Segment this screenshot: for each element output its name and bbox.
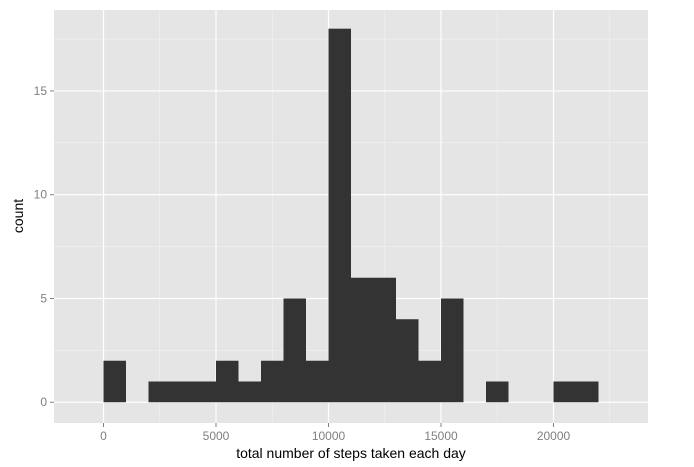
histogram-bar [396,319,419,403]
x-axis-tick-marks [103,423,554,427]
histogram-bar [306,360,329,403]
histogram-bar [576,381,599,403]
histogram-bar [441,298,464,403]
y-axis-tick-marks [50,90,54,403]
histogram-bars [103,28,599,403]
y-axis-title: count [10,199,26,233]
y-axis-tick-labels: 0 5 10 15 [34,84,48,409]
x-tick-label: 10000 [312,429,346,443]
histogram-bar [148,381,171,403]
histogram-bar [418,360,441,403]
y-tick-label: 5 [40,291,47,305]
y-tick-label: 15 [34,84,48,98]
histogram-bar [553,381,576,403]
histogram-bar [328,28,351,403]
histogram-bar [193,381,216,403]
histogram-bar [216,360,239,403]
x-tick-label: 5000 [203,429,230,443]
y-tick-label: 10 [34,188,48,202]
histogram-bar [171,381,194,403]
histogram-bar [283,298,306,403]
histogram-bar [103,360,126,403]
x-tick-label: 0 [100,429,107,443]
x-tick-label: 20000 [537,429,571,443]
x-tick-label: 15000 [424,429,458,443]
x-axis-tick-labels: 0 5000 10000 15000 20000 [100,429,570,443]
histogram-bar [373,277,396,403]
histogram-bar [486,381,509,403]
y-tick-label: 0 [40,395,47,409]
histogram-bar [261,360,284,403]
histogram-bar [351,277,374,403]
histogram-bar [238,381,261,403]
x-axis-title: total number of steps taken each day [236,445,466,461]
